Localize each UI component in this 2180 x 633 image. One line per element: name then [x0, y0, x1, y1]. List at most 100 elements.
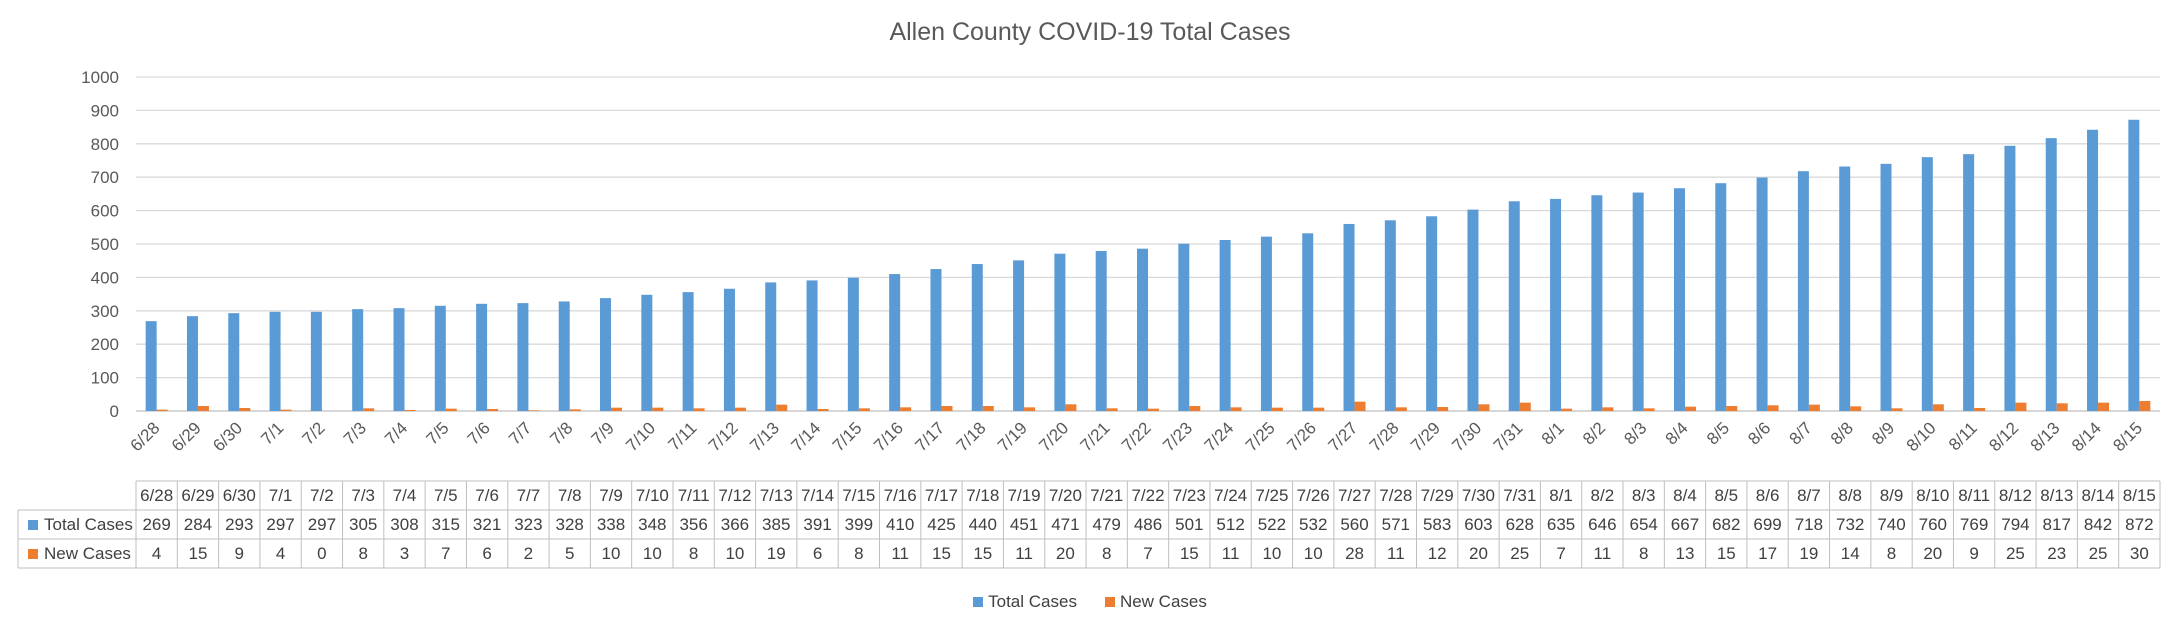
x-tick-label: 8/11 — [1945, 418, 1981, 454]
bar-new-cases — [1106, 408, 1118, 411]
table-header-cell: 7/13 — [760, 486, 793, 505]
bar-new-cases — [1726, 405, 1738, 411]
bar-total-cases — [434, 305, 446, 411]
table-cell-total-cases: 571 — [1382, 515, 1410, 534]
table-cell-total-cases: 872 — [2125, 515, 2153, 534]
bar-total-cases — [228, 313, 240, 411]
table-header-cell: 8/10 — [1916, 486, 1949, 505]
table-cell-new-cases: 8 — [689, 544, 698, 563]
table-header-cell: 7/8 — [558, 486, 582, 505]
bar-new-cases — [1519, 402, 1531, 411]
table-cell-total-cases: 501 — [1175, 515, 1203, 534]
x-tick-label: 8/9 — [1868, 418, 1898, 448]
bar-new-cases — [734, 407, 746, 411]
legend-label: New Cases — [1119, 592, 1207, 611]
table-header-cell: 7/24 — [1214, 486, 1247, 505]
table-cell-total-cases: 323 — [514, 515, 542, 534]
x-tick-label: 7/22 — [1118, 418, 1155, 455]
table-header-cell: 7/31 — [1503, 486, 1536, 505]
bar-new-cases — [1395, 407, 1407, 411]
bar-new-cases — [1891, 408, 1903, 411]
table-cell-total-cases: 635 — [1547, 515, 1575, 534]
x-tick-label: 7/3 — [340, 418, 370, 448]
table-header-cell: 8/8 — [1838, 486, 1862, 505]
bar-total-cases — [476, 303, 488, 411]
table-cell-total-cases: 603 — [1464, 515, 1492, 534]
table-cell-total-cases: 399 — [845, 515, 873, 534]
table-cell-new-cases: 11 — [891, 544, 909, 563]
y-tick-label: 300 — [91, 302, 119, 321]
bar-total-cases — [2087, 129, 2099, 411]
bar-total-cases — [1632, 192, 1644, 411]
x-tick-label: 8/5 — [1703, 418, 1733, 448]
table-cell-new-cases: 0 — [317, 544, 326, 563]
bar-total-cases — [847, 277, 859, 411]
x-tick-label: 7/12 — [705, 418, 742, 455]
bar-new-cases — [445, 408, 457, 411]
x-tick-label: 7/14 — [788, 418, 825, 455]
bar-total-cases — [1756, 177, 1768, 411]
x-tick-label: 7/2 — [299, 418, 329, 448]
bar-new-cases — [1065, 404, 1077, 411]
table-cell-total-cases: 451 — [1010, 515, 1038, 534]
bar-total-cases — [1302, 233, 1314, 411]
bar-new-cases — [941, 405, 953, 411]
x-tick-label: 8/4 — [1662, 418, 1692, 448]
x-tick-label: 7/8 — [546, 418, 576, 448]
table-header-cell: 7/4 — [393, 486, 417, 505]
bar-total-cases — [1673, 188, 1685, 411]
table-cell-new-cases: 15 — [1180, 544, 1199, 563]
bar-total-cases — [1095, 251, 1107, 411]
y-tick-label: 1000 — [81, 68, 119, 87]
table-header-cell: 6/30 — [223, 486, 256, 505]
x-tick-label: 7/18 — [953, 418, 990, 455]
x-tick-label: 7/15 — [829, 418, 866, 455]
bar-new-cases — [2015, 402, 2027, 411]
table-cell-total-cases: 760 — [1919, 515, 1947, 534]
bar-new-cases — [363, 408, 375, 411]
table-header-cell: 8/2 — [1591, 486, 1615, 505]
x-tick-label: 7/19 — [994, 418, 1031, 455]
x-tick-label: 6/30 — [209, 418, 246, 455]
table-header-cell: 8/9 — [1880, 486, 1904, 505]
table-cell-total-cases: 297 — [266, 515, 294, 534]
table-cell-new-cases: 2 — [524, 544, 533, 563]
table-cell-total-cases: 321 — [473, 515, 501, 534]
table-cell-total-cases: 471 — [1051, 515, 1079, 534]
table-cell-total-cases: 732 — [1836, 515, 1864, 534]
table-cell-new-cases: 7 — [1556, 544, 1565, 563]
y-tick-label: 900 — [91, 101, 119, 120]
x-tick-label: 6/28 — [127, 418, 164, 455]
bar-total-cases — [1591, 195, 1603, 411]
x-tick-label: 8/10 — [1903, 418, 1940, 455]
bar-total-cases — [971, 264, 983, 411]
table-cell-total-cases: 391 — [803, 515, 831, 534]
table-cell-total-cases: 338 — [597, 515, 625, 534]
bar-new-cases — [569, 409, 581, 411]
bar-total-cases — [186, 316, 198, 411]
table-header-cell: 7/5 — [434, 486, 458, 505]
x-tick-label: 7/11 — [665, 418, 701, 454]
bar-total-cases — [1839, 166, 1851, 411]
table-header-cell: 7/23 — [1173, 486, 1206, 505]
table-header-cell: 7/19 — [1008, 486, 1041, 505]
table-cell-total-cases: 794 — [2001, 515, 2029, 534]
bar-new-cases — [1643, 408, 1655, 411]
table-header-cell: 8/7 — [1797, 486, 1821, 505]
table-header-cell: 7/27 — [1338, 486, 1371, 505]
bar-total-cases — [1426, 216, 1438, 411]
bar-new-cases — [156, 409, 168, 411]
bar-new-cases — [1437, 406, 1449, 411]
y-tick-label: 700 — [91, 168, 119, 187]
table-legend-key — [28, 549, 38, 559]
table-cell-new-cases: 9 — [1969, 544, 1978, 563]
table-cell-total-cases: 740 — [1877, 515, 1905, 534]
table-cell-new-cases: 28 — [1345, 544, 1364, 563]
bar-total-cases — [2128, 119, 2140, 411]
table-cell-total-cases: 410 — [886, 515, 914, 534]
table-cell-new-cases: 19 — [767, 544, 786, 563]
table-cell-new-cases: 11 — [1594, 544, 1612, 563]
table-cell-total-cases: 769 — [1960, 515, 1988, 534]
table-cell-total-cases: 842 — [2084, 515, 2112, 534]
x-tick-label: 8/8 — [1827, 418, 1857, 448]
